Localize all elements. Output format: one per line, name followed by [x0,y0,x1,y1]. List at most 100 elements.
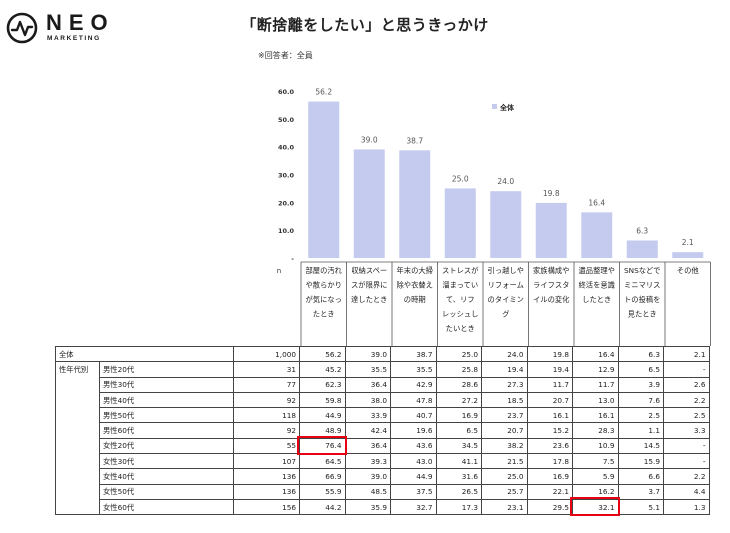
bar [399,150,431,258]
data-table: 全体 1,000 56.2 39.0 38.7 25.0 24.0 19.8 16.4 6.3 2.… [55,345,710,516]
logo-wordmark: NEO [46,10,115,35]
bar [535,202,567,258]
table-cell: 1.3 [663,498,710,516]
table-cell: 27.3 [481,376,528,393]
sample-size: 92 [233,422,300,439]
group-label [55,453,100,469]
bar [672,252,704,258]
table-cell: 55.9 [299,483,346,500]
bar [490,191,522,258]
table-cell: 39.0 [344,468,391,485]
table-cell: - [663,453,710,470]
table-cell: 43.0 [390,453,437,470]
table-cell: 41.1 [435,453,482,470]
table-cell: 35.5 [344,361,391,378]
table-cell: 22.1 [526,483,573,500]
table-cell: 32.7 [390,498,437,516]
table-cell: 17.8 [526,453,573,470]
category-label: ライフスタ [533,281,569,290]
table-cell: 28.3 [572,422,619,439]
table-cell: 2.6 [663,376,710,393]
table-cell: 28.6 [435,376,482,393]
table-cell: 33.9 [344,407,391,424]
table-cell: 29.5 [526,498,573,516]
table-cell: 5.9 [572,468,619,485]
table-cell: 37.5 [390,483,437,500]
table-cell: 23.1 [481,498,528,516]
table-cell: 42.9 [390,376,437,393]
sample-size: 92 [233,391,300,409]
data-label: 19.8 [543,189,560,198]
category-label: の時期 [404,295,426,304]
table-cell: 48.5 [344,483,391,500]
group-label [55,438,100,454]
table-cell: 4.4 [663,483,710,500]
category-label: 溜まってい [442,281,478,290]
bar [444,188,476,258]
table-cell: 15.9 [617,453,664,470]
table-row: 女性50代 136 55.9 48.5 37.5 26.5 25.7 22.1 16.2 3.7 4… [55,483,710,500]
table-row: 女性30代 107 64.5 39.3 43.0 41.1 21.5 17.8 7.5 15.9- [55,453,710,470]
table-cell: 38.2 [481,437,528,455]
category-label: たいとき [446,324,475,333]
bar [581,212,613,258]
table-cell: 34.5 [435,437,482,455]
data-label: 56.2 [315,88,332,97]
table-cell: 23.7 [481,407,528,424]
table-row: 男性60代 92 48.9 42.4 19.6 6.5 20.7 15.2 28.3 1.1 3.3 [55,422,710,439]
table-cell: 39.3 [344,453,391,470]
table-cell: 7.5 [572,453,619,470]
category-label: SNSなどで [624,266,660,275]
table-cell: 13.0 [572,391,619,409]
table-cell: 25.8 [435,361,482,378]
table-cell: 45.2 [299,361,346,378]
y-tick-label: 30.0 [278,172,295,180]
category-label: その他 [677,266,700,275]
table-cell: 18.5 [481,391,528,409]
table-cell: 7.6 [617,391,664,409]
sample-size: 136 [233,483,300,500]
sample-size: 107 [233,453,300,470]
table-cell: 5.1 [617,498,664,516]
table-cell: 17.3 [435,498,482,516]
category-label: 達したとき [351,295,387,304]
table-cell: 42.4 [344,422,391,439]
group-label [55,392,100,408]
data-label: 16.4 [588,198,605,207]
group-label [55,407,100,423]
row-label: 女性50代 [99,483,234,500]
table-cell: - [663,361,710,378]
category-label: 部屋の汚れ [306,266,343,275]
category-label: て、リフ [446,295,475,304]
table-cell: 16.9 [435,407,482,424]
table-cell: 2.1 [663,345,710,363]
table-cell: 6.6 [617,468,664,485]
bar-chart: 60.0 50.0 40.0 30.0 20.0 10.0 - 56.2 39.0 38.7 25.… [277,88,711,346]
table-row: 女性20代 55 76.4 36.4 43.6 34.5 38.2 23.6 10.9 14.5- [55,437,710,455]
y-tick-label: 60.0 [278,88,295,96]
row-label: 男性20代 [99,361,234,378]
table-cell: 1.1 [617,422,664,439]
table-row: 性年代別 男性20代 31 45.2 35.5 35.5 25.8 19.4 19.4 12.9 6… [55,361,710,378]
table-cell: 40.7 [390,407,437,424]
logo-subtitle: MARKETING [47,35,101,42]
y-tick-label: 50.0 [278,116,295,124]
table-cell: 59.8 [299,391,346,409]
y-tick-label: 40.0 [278,144,295,152]
row-label: 女性30代 [99,453,234,470]
row-label: 男性60代 [99,422,234,439]
table-row: 女性40代 136 66.9 39.0 44.9 31.6 25.0 16.9 5.9 6.6 2.… [55,468,710,485]
table-cell: 23.6 [526,437,573,455]
table-cell: 36.4 [344,437,391,455]
table-cell: 25.7 [481,483,528,500]
table-cell: 36.4 [344,376,391,393]
table-cell: 44.9 [390,468,437,485]
category-label: トの投稿を [624,295,660,304]
row-label: 男性50代 [99,407,234,424]
category-label: のタイミン [488,295,524,304]
sample-size: 55 [233,437,300,455]
category-label: 遺品整理や [579,266,615,275]
category-label: イルの変化 [533,295,570,304]
sample-size: 31 [233,361,300,378]
table-cell: 14.5 [617,437,664,455]
